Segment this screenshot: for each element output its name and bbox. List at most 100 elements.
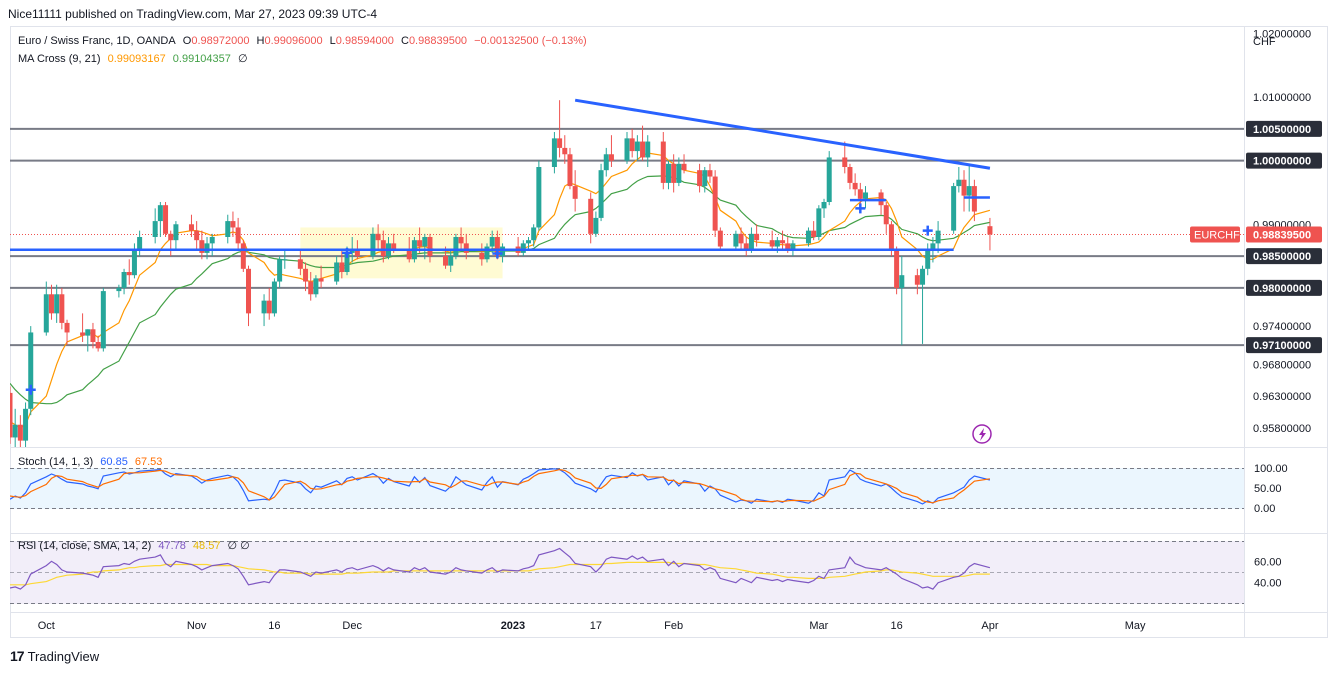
main-legend[interactable]: Euro / Swiss Franc, 1D, OANDA O0.9897200… [18,35,595,47]
candle-body [520,243,526,253]
candle-body [80,332,86,336]
low-label: L [329,35,336,47]
stoch-lines [10,468,991,505]
candle-body [961,179,967,196]
time-axis-label: Feb [664,620,683,632]
candle-body [707,170,713,177]
time-axis-label: May [1125,620,1146,632]
candle-body [930,243,936,250]
candle [458,227,464,250]
candle-body [717,230,723,247]
stoch-legend[interactable]: Stoch (14, 1, 3) 60.85 67.53 [18,456,166,468]
candle [743,237,749,257]
candle [173,221,179,250]
candle [48,284,54,320]
candle-body [883,205,889,225]
rsi-sma-value: 48.57 [192,540,221,552]
candle [593,211,599,237]
candle-body [303,268,309,282]
trendline-layer[interactable] [574,98,991,170]
level-price-label: 1.00500000 [1246,120,1322,137]
candle [463,233,469,260]
candle [852,173,858,196]
candle-body [453,237,459,257]
ohlc-values: O0.98972000 H0.99096000 L0.98594000 C0.9… [183,35,591,47]
candle [562,135,568,164]
tradingview-logo[interactable]: 17 TradingView [10,648,99,664]
candle [209,233,215,257]
candle [152,208,158,244]
candle [572,170,578,212]
level-price-label: 0.98000000 [1246,279,1322,296]
stoch-axis-label: 50.00 [1254,483,1282,495]
candle [500,243,506,263]
high-value: 0.99096000 [264,35,323,47]
candle [199,230,205,260]
lightning-icon[interactable] [972,424,992,444]
candle-body [826,157,832,202]
candle [266,287,272,320]
candle-body [640,141,646,158]
candle-body [525,240,531,244]
candle [525,237,531,250]
candle [598,163,604,222]
candle-body [588,198,594,234]
rsi-legend[interactable]: RSI (14, close, SMA, 14, 2) 47.78 48.57 … [18,539,254,552]
level-price-label-bg [1246,248,1322,265]
candle-body [557,138,563,148]
candle-body [484,246,490,260]
low-value: 0.98594000 [335,35,394,47]
candle-body [914,275,920,285]
candle-body [494,237,500,257]
candle [318,265,324,288]
candle-body [194,230,200,241]
candle-body [23,408,29,441]
time-axis-labels[interactable]: Oct Nov 16 Dec 2023 17 Feb Mar 16 Apr May [38,620,1146,632]
time-axis-label: Mar [809,620,828,632]
candle-body [645,141,651,158]
candle [894,246,900,295]
candle [204,237,210,260]
candle-body [712,176,718,231]
candle-body [572,186,578,199]
candle [826,151,832,206]
candle-body [733,233,739,247]
candle-body [754,233,760,241]
tradingview-logo-text: TradingView [27,648,100,664]
candle-body [173,224,179,241]
candle-body [769,240,775,247]
candle-body [95,342,101,349]
cross-marker-4 [922,225,933,236]
candle-body [157,205,163,222]
candle [567,147,573,190]
candle-body [847,167,853,183]
candle-body [354,249,360,257]
candle-body [951,186,957,231]
descending-trendline[interactable] [574,98,991,170]
candle [157,202,163,237]
level-price-label-text: 0.98000000 [1253,283,1311,295]
candle-body [671,163,677,183]
candle [479,243,485,266]
candle [883,202,889,234]
price-tick-label: 1.01000000 [1253,92,1311,104]
candle [925,243,931,276]
candle [676,157,682,187]
rsi-line [10,547,991,590]
candle [59,287,65,330]
ma-legend[interactable]: MA Cross (9, 21) 0.99093167 0.99104357 ∅ [18,52,252,65]
candle [126,259,132,285]
candle-body [624,138,630,161]
candle-body [246,268,252,314]
candle-body [137,237,143,250]
ma-slow-value: 0.99104357 [172,53,231,65]
candle [805,227,811,247]
candle [54,284,60,323]
time-axis-label: 16 [268,620,280,632]
candle [557,100,563,158]
candle-body [443,256,449,266]
time-axis-label: 16 [890,620,902,632]
candle-body [375,233,381,241]
candle-body [204,243,210,253]
